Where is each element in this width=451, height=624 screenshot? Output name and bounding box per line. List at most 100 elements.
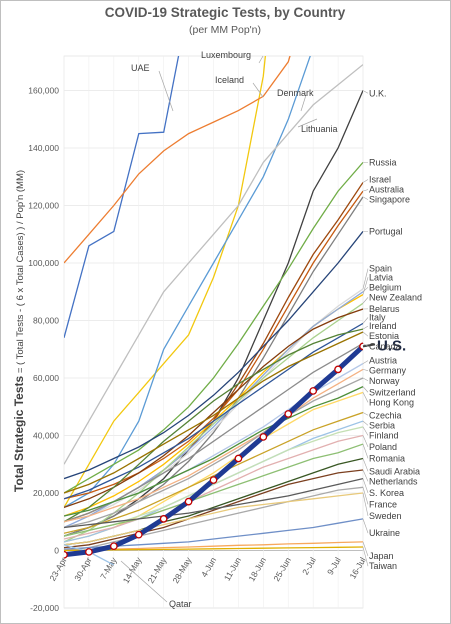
country-label-estonia: Estonia: [369, 331, 399, 341]
label-leader: [362, 90, 369, 94]
y-tick-label: 140,000: [28, 143, 59, 153]
series-line-russia: [64, 161, 363, 494]
callout-leader: [120, 560, 168, 603]
x-axis-ticks: 23-Apr 30-Apr 7-May 14-May 21-May 28-May 4-Jun…: [47, 555, 367, 585]
y-tick-label: 100,000: [28, 258, 59, 268]
series-line-s-korea: [64, 477, 363, 529]
series-line-czechia: [64, 411, 363, 534]
us-point: [309, 387, 318, 395]
country-label-austria: Austria: [369, 356, 397, 366]
country-label-canada: Canada: [369, 341, 401, 351]
country-label-u-k: U.K.: [369, 88, 387, 98]
series-line-singapore: [64, 196, 363, 537]
country-label-taiwan: Taiwan: [369, 561, 397, 571]
country-label-sweden: Sweden: [369, 511, 402, 521]
us-point: [334, 365, 342, 374]
chart-title: COVID-19 Strategic Tests, by Country: [105, 5, 346, 20]
series-lines: [64, 56, 363, 566]
x-tick-label: 16-Jul: [347, 555, 367, 580]
label-leader: [362, 297, 369, 304]
chart-subtitle: (per MM Pop'n): [189, 24, 261, 36]
callout-leader: [258, 55, 264, 64]
country-label-norway: Norway: [369, 376, 400, 386]
us-point: [209, 476, 218, 484]
us-label: U.S.: [377, 337, 406, 354]
x-tick-label: 30-Apr: [72, 555, 94, 582]
x-tick-label: 23-Apr: [47, 555, 69, 582]
country-label-netherlands: Netherlands: [369, 476, 418, 486]
country-label-saudi-arabia: Saudi Arabia: [369, 466, 420, 476]
label-leader: [362, 392, 369, 403]
us-point: [184, 497, 193, 506]
x-tick-label: 21-May: [146, 555, 169, 585]
series-line-france: [64, 486, 363, 552]
series-line-uae: [64, 56, 180, 338]
label-leader: [362, 435, 369, 447]
us-point: [359, 342, 363, 351]
label-leader: [362, 541, 369, 557]
country-label-japan: Japan: [369, 551, 394, 561]
label-leader: [362, 277, 369, 295]
y-axis-ticks: -20,000 0 20,000 40,000 60,000 80,000 100,000 1…: [28, 86, 59, 614]
callout-leader: [158, 70, 174, 112]
country-label-ireland: Ireland: [369, 321, 397, 331]
y-tick-label: 20,000: [33, 488, 59, 498]
country-label-switzerland: Switzerland: [369, 387, 416, 397]
country-label-russia: Russia: [369, 157, 397, 167]
country-label-france: France: [369, 499, 397, 509]
country-label-s-korea: S. Korea: [369, 488, 404, 498]
y-axis-label-rest: = ( Total Tests - ( 6 x Total Cases) ) /…: [15, 170, 26, 376]
label-leader: [362, 478, 369, 493]
label-leader: [362, 287, 369, 292]
series-line-germany: [64, 368, 363, 523]
country-label-finland: Finland: [369, 430, 399, 440]
y-tick-label: 120,000: [28, 201, 59, 211]
country-label-germany: Germany: [369, 366, 407, 376]
us-point: [259, 433, 268, 441]
series-line-switzerland: [64, 386, 363, 517]
us-point: [85, 548, 93, 556]
us-point: [159, 515, 168, 523]
country-label-belgium: Belgium: [369, 282, 402, 292]
series-line-denmark: [64, 56, 311, 508]
x-tick-label: 4-Jun: [199, 555, 218, 579]
callout-leader: [252, 82, 264, 98]
y-tick-label: 60,000: [33, 373, 59, 383]
label-leader: [362, 518, 369, 534]
callout-label-luxembourg: Luxembourg: [201, 50, 251, 60]
series-line-italy: [64, 322, 363, 500]
callout-leader: [300, 94, 307, 112]
us-point: [234, 454, 243, 463]
country-label-italy: Italy: [369, 313, 386, 323]
us-point: [134, 530, 143, 539]
callout-label-denmark: Denmark: [277, 88, 314, 98]
series-line-portugal: [64, 230, 363, 480]
callout-label-uae: UAE: [131, 63, 150, 73]
label-leader: [362, 444, 369, 459]
x-tick-label: 18-Jun: [246, 555, 268, 583]
y-tick-label: 160,000: [28, 86, 59, 96]
us-point: [284, 410, 293, 418]
country-label-hong-kong: Hong Kong: [369, 397, 414, 407]
country-label-new-zealand: New Zealand: [369, 292, 422, 302]
series-line-iceland: [64, 56, 291, 264]
label-leader: [362, 420, 369, 426]
label-leader: [362, 386, 369, 393]
x-tick-label: 14-May: [121, 555, 144, 585]
country-label-ukraine: Ukraine: [369, 528, 400, 538]
series-line-netherlands: [64, 469, 363, 549]
country-label-portugal: Portugal: [369, 226, 403, 236]
x-tick-label: 28-May: [170, 555, 193, 585]
us-point: [109, 542, 118, 551]
country-label-belarus: Belarus: [369, 304, 400, 314]
series-line-poland: [64, 434, 363, 540]
us-label-leader: [362, 343, 376, 348]
series-line-norway: [64, 377, 363, 529]
label-leader: [362, 546, 369, 567]
country-label-czechia: Czechia: [369, 410, 402, 420]
label-leader: [362, 426, 369, 436]
series-line-ireland: [64, 328, 363, 523]
series-line-australia: [64, 190, 363, 500]
